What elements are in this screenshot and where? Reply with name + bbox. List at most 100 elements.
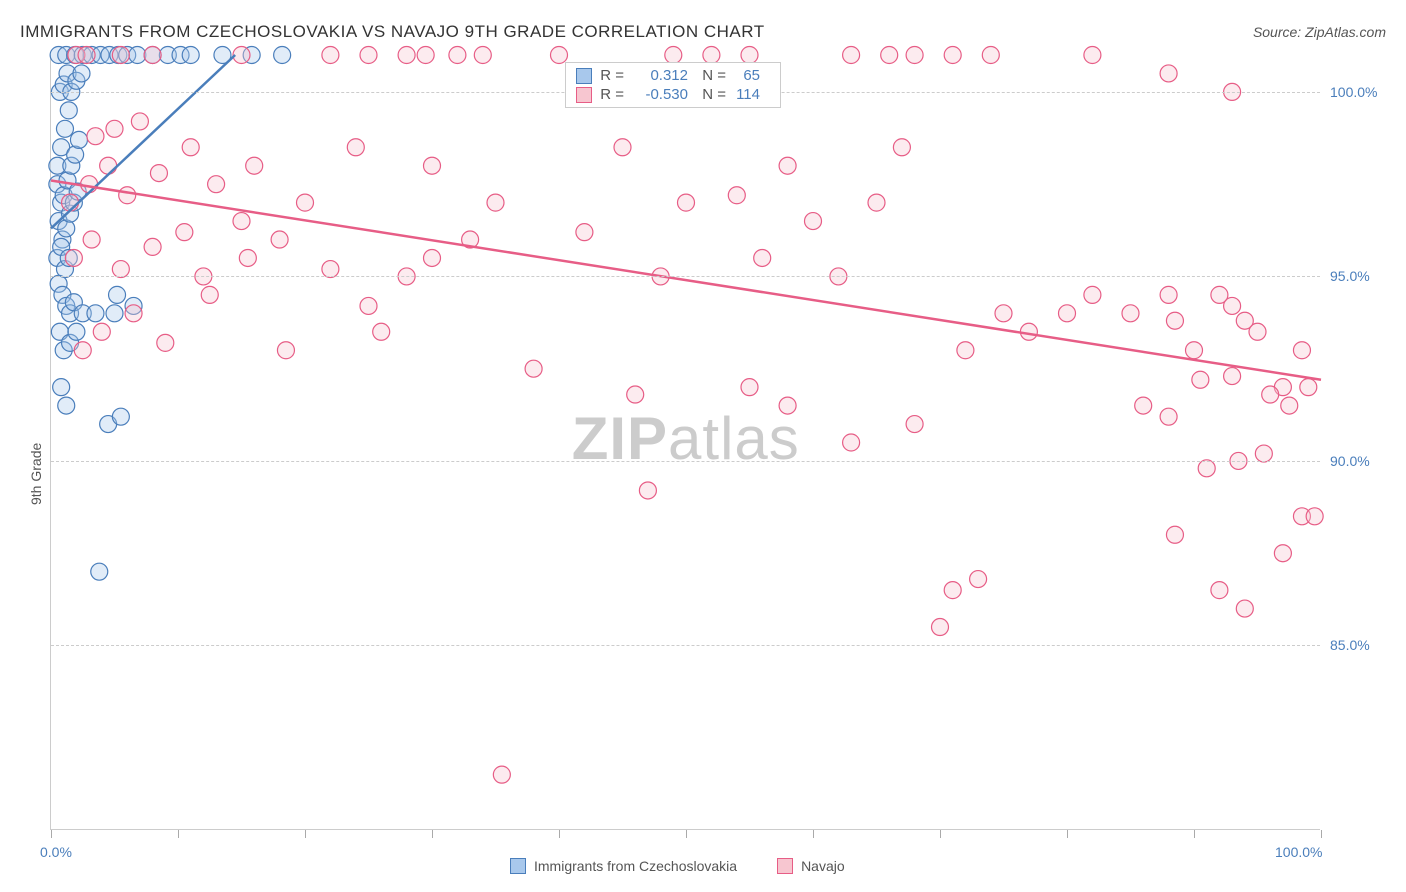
data-point bbox=[55, 342, 72, 359]
data-point bbox=[93, 323, 110, 340]
data-point bbox=[83, 231, 100, 248]
data-point bbox=[106, 120, 123, 137]
data-point bbox=[932, 619, 949, 636]
data-point bbox=[50, 47, 67, 64]
data-point bbox=[49, 176, 66, 193]
data-point bbox=[56, 120, 73, 137]
data-point bbox=[1281, 397, 1298, 414]
y-axis-label: 9th Grade bbox=[28, 442, 44, 504]
data-point bbox=[50, 275, 67, 292]
xtick-mark bbox=[686, 830, 687, 838]
data-point bbox=[53, 238, 70, 255]
data-point bbox=[1160, 408, 1177, 425]
stats-r-label: R = bbox=[596, 86, 628, 103]
data-point bbox=[525, 360, 542, 377]
data-point bbox=[449, 47, 466, 64]
xtick-mark bbox=[305, 830, 306, 838]
data-point bbox=[277, 342, 294, 359]
stats-r-value: 0.312 bbox=[628, 67, 698, 84]
data-point bbox=[957, 342, 974, 359]
xtick-mark bbox=[940, 830, 941, 838]
data-point bbox=[271, 231, 288, 248]
data-point bbox=[67, 47, 84, 64]
data-point bbox=[58, 47, 75, 64]
data-point bbox=[119, 187, 136, 204]
data-point bbox=[1192, 371, 1209, 388]
data-point bbox=[274, 47, 291, 64]
data-point bbox=[779, 157, 796, 174]
data-point bbox=[1059, 305, 1076, 322]
ytick-label: 90.0% bbox=[1330, 453, 1370, 469]
data-point bbox=[322, 261, 339, 278]
data-point bbox=[1211, 582, 1228, 599]
data-point bbox=[1293, 508, 1310, 525]
data-point bbox=[243, 47, 260, 64]
data-point bbox=[112, 408, 129, 425]
xtick-mark bbox=[813, 830, 814, 838]
data-point bbox=[92, 47, 109, 64]
data-point bbox=[83, 47, 100, 64]
data-point bbox=[110, 47, 127, 64]
data-point bbox=[1166, 312, 1183, 329]
legend-swatch bbox=[510, 858, 526, 874]
data-point bbox=[100, 157, 117, 174]
xtick-mark bbox=[432, 830, 433, 838]
data-point bbox=[493, 766, 510, 783]
legend-swatch bbox=[777, 858, 793, 874]
data-point bbox=[131, 113, 148, 130]
data-point bbox=[843, 434, 860, 451]
legend-label: Navajo bbox=[801, 858, 845, 874]
data-point bbox=[112, 47, 129, 64]
legend-bottom: Immigrants from CzechoslovakiaNavajo bbox=[510, 858, 845, 874]
data-point bbox=[125, 305, 142, 322]
data-point bbox=[233, 47, 250, 64]
data-point bbox=[53, 139, 70, 156]
data-point bbox=[58, 220, 75, 237]
data-point bbox=[1306, 508, 1323, 525]
stats-n-value: 65 bbox=[730, 67, 770, 84]
data-point bbox=[65, 294, 82, 311]
data-point bbox=[1160, 65, 1177, 82]
data-point bbox=[805, 213, 822, 230]
data-point bbox=[417, 47, 434, 64]
data-point bbox=[1198, 460, 1215, 477]
data-point bbox=[208, 176, 225, 193]
data-point bbox=[360, 47, 377, 64]
stats-swatch bbox=[576, 68, 592, 84]
chart-source: Source: ZipAtlas.com bbox=[1253, 24, 1386, 40]
data-point bbox=[741, 47, 758, 64]
data-point bbox=[62, 194, 79, 211]
data-point bbox=[1084, 286, 1101, 303]
data-point bbox=[201, 286, 218, 303]
plot-svg bbox=[51, 55, 1321, 830]
data-point bbox=[214, 47, 231, 64]
data-point bbox=[347, 139, 364, 156]
gridline bbox=[51, 461, 1320, 462]
data-point bbox=[62, 205, 79, 222]
data-point bbox=[398, 47, 415, 64]
data-point bbox=[614, 139, 631, 156]
ytick-label: 85.0% bbox=[1330, 637, 1370, 653]
data-point bbox=[59, 172, 76, 189]
data-point bbox=[125, 297, 142, 314]
data-point bbox=[779, 397, 796, 414]
data-point bbox=[678, 194, 695, 211]
gridline bbox=[51, 645, 1320, 646]
data-point bbox=[639, 482, 656, 499]
data-point bbox=[54, 286, 71, 303]
data-point bbox=[112, 261, 129, 278]
data-point bbox=[1236, 312, 1253, 329]
data-point bbox=[59, 65, 76, 82]
data-point bbox=[150, 165, 167, 182]
data-point bbox=[182, 47, 199, 64]
data-point bbox=[893, 139, 910, 156]
data-point bbox=[60, 102, 77, 119]
data-point bbox=[995, 305, 1012, 322]
data-point bbox=[68, 72, 85, 89]
data-point bbox=[297, 194, 314, 211]
watermark: ZIPatlas bbox=[572, 404, 800, 473]
trendline bbox=[51, 180, 1321, 379]
data-point bbox=[1084, 47, 1101, 64]
data-point bbox=[55, 76, 72, 93]
data-point bbox=[100, 416, 117, 433]
